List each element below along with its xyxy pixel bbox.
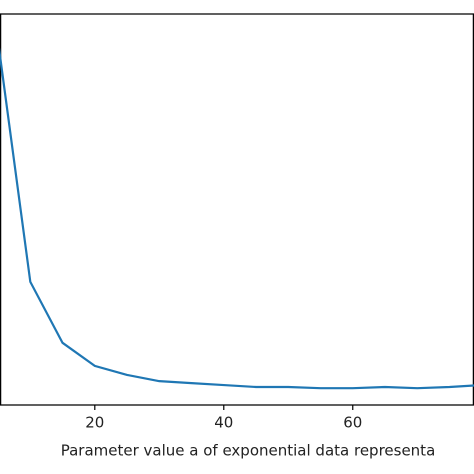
x-tick-label: 60 xyxy=(343,414,362,432)
x-tick-label: 40 xyxy=(214,414,233,432)
line-series xyxy=(0,47,474,390)
x-tick-label: 20 xyxy=(85,414,104,432)
x-axis-label: Parameter value a of exponential data re… xyxy=(61,442,436,460)
